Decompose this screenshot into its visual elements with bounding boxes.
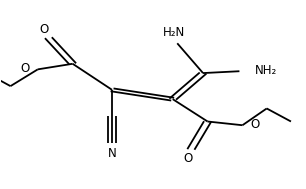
Text: O: O	[251, 118, 260, 131]
Text: O: O	[39, 23, 48, 36]
Text: N: N	[108, 147, 117, 160]
Text: H₂N: H₂N	[163, 26, 185, 39]
Text: O: O	[183, 152, 192, 165]
Text: NH₂: NH₂	[255, 64, 278, 77]
Text: O: O	[21, 62, 30, 75]
